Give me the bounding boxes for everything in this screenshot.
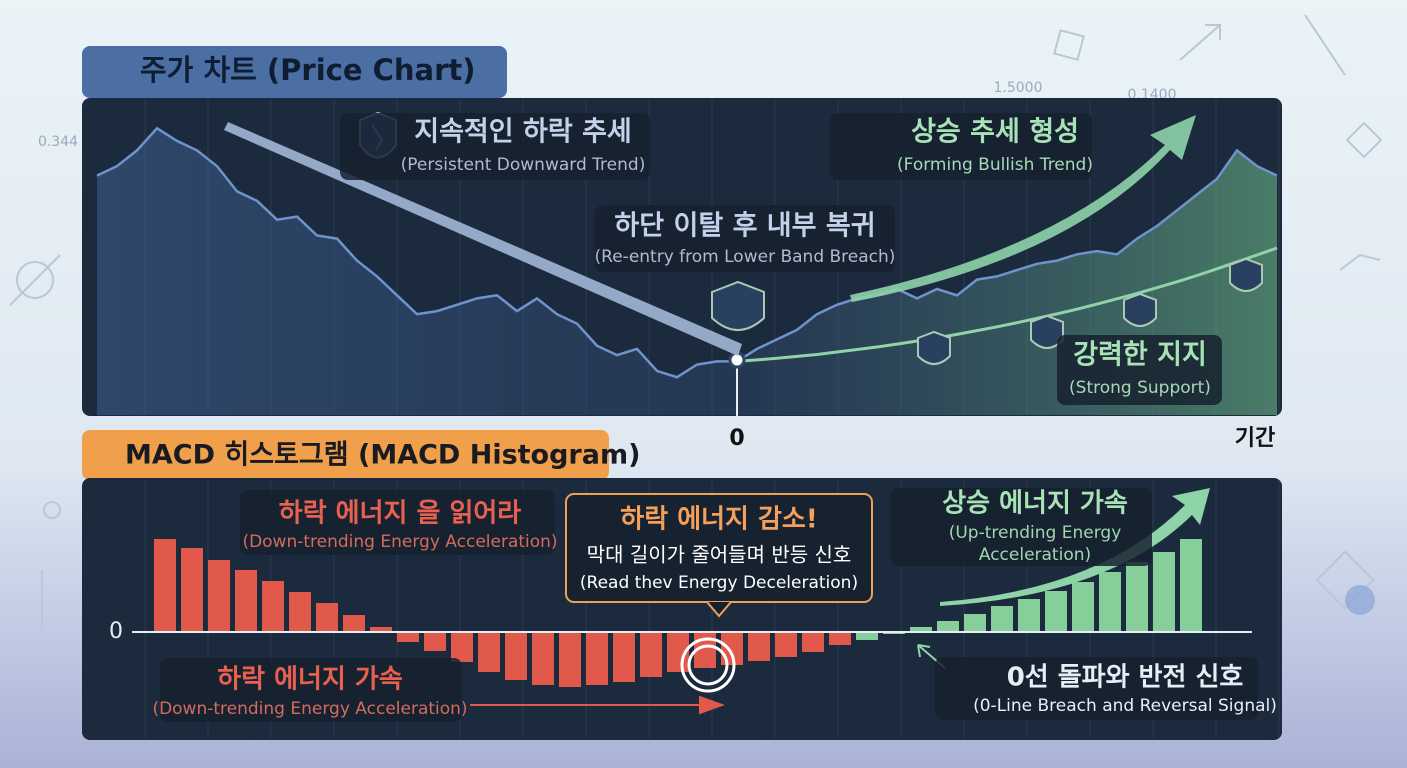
histogram-bar — [559, 632, 581, 687]
histogram-bar — [802, 632, 824, 652]
annotation-box — [595, 205, 895, 272]
annotation-subtitle: (0-Line Breach and Reversal Signal) — [973, 696, 1277, 716]
reversal-highlight — [680, 637, 736, 693]
annotation-subtitle: (Forming Bullish Trend) — [897, 155, 1093, 175]
annotation-title: 하락 에너지 감소! — [620, 505, 817, 535]
histogram-bar — [1045, 591, 1067, 632]
annotation-box — [1057, 335, 1222, 405]
annotation-title: 강력한 지지 — [1073, 340, 1207, 371]
histogram-bar — [181, 548, 203, 632]
annotation-title: 하단 이탈 후 내부 복귀 — [614, 211, 875, 242]
annotation-subtitle: (Down-trending Energy Acceleration) — [242, 532, 557, 552]
price-line — [96, 126, 1278, 379]
macd-title-tab — [82, 430, 609, 480]
histogram-bar — [208, 560, 230, 632]
bullish-arrow — [850, 115, 1196, 302]
x-axis-label: 기간 — [1235, 426, 1275, 451]
annotation-subtitle: (Strong Support) — [1069, 378, 1211, 398]
histogram-bar — [640, 632, 662, 677]
up-arrow — [940, 488, 1210, 606]
annotation-subtitle: Acceleration) — [979, 545, 1091, 565]
histogram-bar — [316, 603, 338, 632]
histogram-bar — [1126, 562, 1148, 632]
histogram-bar — [424, 632, 446, 651]
downtrend-arrow — [224, 122, 742, 356]
y-tick-label: 0 — [109, 619, 123, 644]
histogram-bar — [964, 614, 986, 632]
support-shields — [711, 257, 1263, 365]
annotation-box — [830, 113, 1092, 180]
annotation-box — [340, 113, 650, 180]
annotation-title: 상승 에너지 가속 — [942, 489, 1128, 519]
histogram-bar — [856, 632, 878, 640]
histogram-bar — [1153, 552, 1175, 632]
annotation-box — [160, 658, 462, 722]
histogram-bar — [505, 632, 527, 680]
histogram-bar — [586, 632, 608, 685]
support-line — [736, 246, 1278, 363]
histogram-bar — [397, 632, 419, 642]
histogram-bar — [1180, 539, 1202, 632]
price-area — [97, 128, 1277, 416]
annotation-box — [935, 657, 1258, 720]
histogram-bar — [1099, 572, 1121, 632]
annotation-title: 하락 에너지 을 읽어라 — [279, 499, 522, 529]
background-label: 1.5000 — [994, 80, 1043, 96]
decoration-dot — [1345, 585, 1375, 615]
histogram-bar — [1072, 582, 1094, 632]
histogram-bar — [370, 627, 392, 632]
histogram-bar — [451, 632, 473, 662]
annotation-pointer — [706, 601, 732, 618]
annotation-box — [240, 490, 555, 555]
annotation-subtitle: (Persistent Downward Trend) — [401, 155, 646, 175]
histogram-bar — [829, 632, 851, 645]
histogram-bar — [262, 581, 284, 632]
price-title-tab — [82, 46, 507, 98]
histogram-bar — [775, 632, 797, 657]
x-tick-label: 0 — [729, 426, 744, 451]
histogram-bar — [478, 632, 500, 672]
annotation-box — [890, 488, 1152, 566]
histogram-bar — [343, 615, 365, 632]
histogram-bar — [613, 632, 635, 682]
reversal-highlight-inner — [687, 644, 729, 686]
annotation-subtitle: (Read thev Energy Deceleration) — [580, 573, 858, 593]
annotation-subtitle: (Re-entry from Lower Band Breach) — [595, 247, 896, 267]
annotation-title: 0선 돌파와 반전 신호 — [1007, 663, 1244, 693]
annotation-subtitle: (Down-trending Energy Acceleration) — [152, 699, 467, 719]
background-label: 0.344 — [38, 134, 78, 150]
histogram-bar — [748, 632, 770, 661]
histogram-bar — [1018, 599, 1040, 632]
annotation-subtitle: (Up-trending Energy — [949, 523, 1122, 543]
annotation-subtitle: 막대 길이가 줄어들며 반등 신호 — [587, 543, 852, 567]
histogram-bar — [532, 632, 554, 685]
annotation-title: 상승 추세 형성 — [911, 117, 1079, 148]
histogram-bar — [991, 606, 1013, 632]
macd-title: MACD 히스토그램 (MACD Histogram) — [125, 440, 640, 471]
annotation-title: 하락 에너지 가속 — [217, 665, 403, 695]
price-title: 주가 차트 (Price Chart) — [140, 53, 476, 87]
histogram-bar — [289, 592, 311, 632]
histogram-bar — [910, 627, 932, 632]
histogram-bar — [235, 570, 257, 632]
annotation-title: 지속적인 하락 추세 — [414, 117, 632, 148]
momentum-arrow — [470, 695, 725, 715]
histogram-bar — [937, 621, 959, 632]
histogram-bar — [154, 539, 176, 632]
